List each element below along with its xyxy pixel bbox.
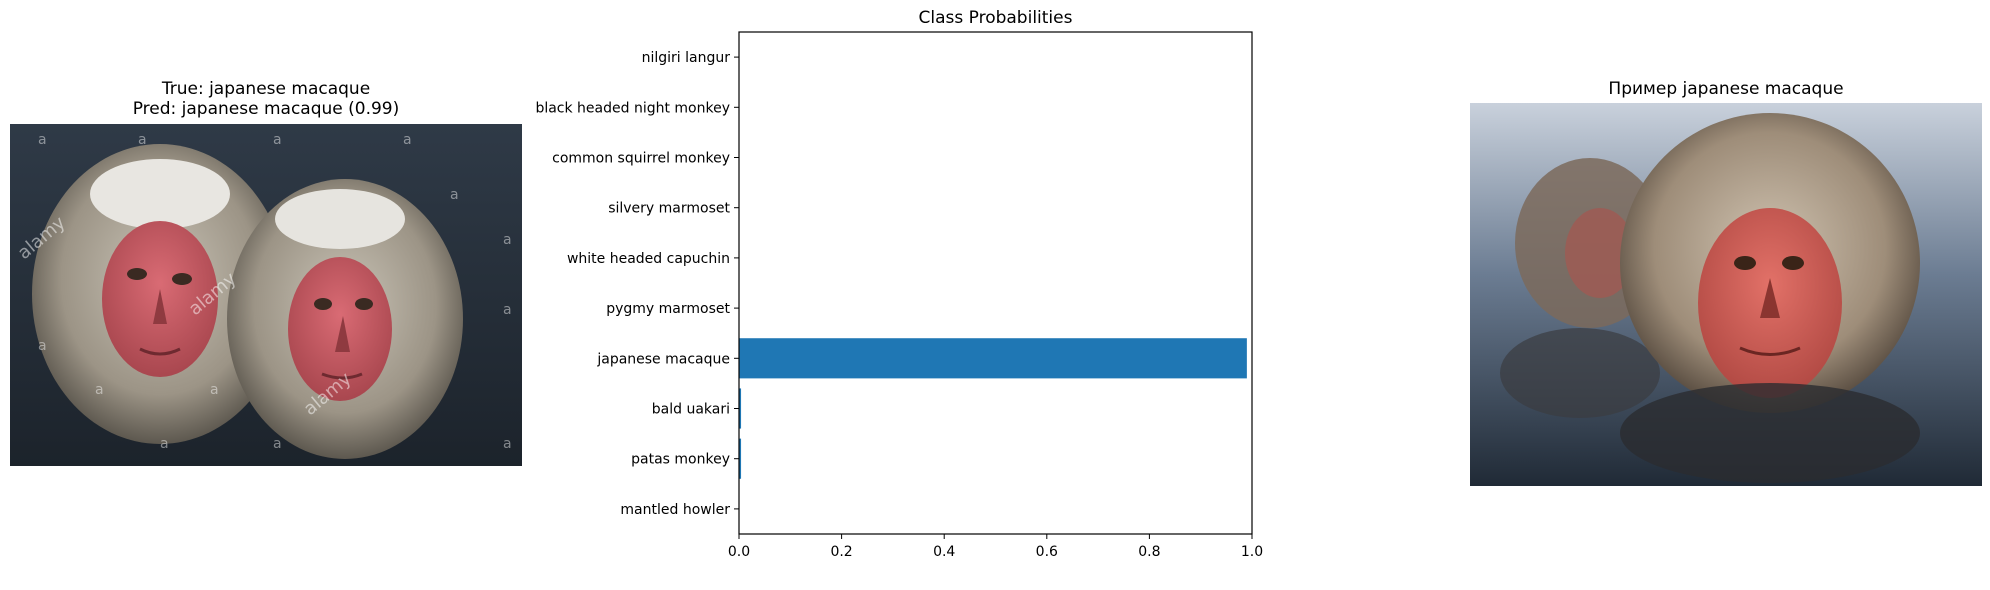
left-title-true: True: japanese macaque [161, 79, 371, 99]
bar-patas-monkey [739, 438, 742, 479]
y-tick-label: pygmy marmoset [606, 301, 730, 317]
watermark-letter: a [503, 436, 512, 452]
x-tick-label: 0.8 [1138, 544, 1160, 560]
y-tick-label: mantled howler [620, 502, 730, 518]
watermark-letter: a [138, 132, 147, 148]
plot-frame [738, 31, 1253, 535]
y-tick-label: japanese macaque [596, 351, 730, 367]
left-title-pred: Pred: japanese macaque (0.99) [132, 99, 400, 119]
watermark-letter: a [403, 132, 412, 148]
watermark-letter: a [38, 132, 47, 148]
watermark-letter: a [210, 382, 219, 398]
watermark-letter: a [38, 338, 47, 354]
x-tick-label: 1.0 [1241, 544, 1263, 560]
bar-bald-uakari [739, 388, 742, 429]
x-tick-label: 0.0 [728, 544, 750, 560]
watermark-letter: a [160, 436, 169, 452]
watermark-letter: a [273, 436, 282, 452]
y-tick-label: nilgiri langur [642, 50, 731, 66]
y-tick-label: common squirrel monkey [552, 151, 730, 167]
watermark-letter: a [450, 187, 459, 203]
watermark-letter: a [503, 302, 512, 318]
y-tick-label: black headed night monkey [535, 100, 730, 116]
macaque-photo-left: a a a a a a a a a a a a a alamy alamy al… [10, 124, 522, 466]
right-title: Пример japanese macaque [1608, 79, 1844, 99]
watermark-letter: a [95, 382, 104, 398]
y-tick-label: patas monkey [631, 452, 730, 468]
x-tick-label: 0.6 [1036, 544, 1058, 560]
macaque-photo-right [1470, 103, 1982, 486]
y-tick-label: silvery marmoset [608, 201, 730, 217]
x-tick-label: 0.4 [933, 544, 955, 560]
y-tick-label: white headed capuchin [567, 251, 730, 267]
watermark-letter: a [273, 132, 282, 148]
y-tick-label: bald uakari [652, 402, 730, 418]
x-tick-label: 0.2 [830, 544, 852, 560]
bar-japanese-macaque [739, 338, 1247, 379]
watermark-letter: a [503, 232, 512, 248]
chart-title: Class Probabilities [919, 8, 1073, 28]
